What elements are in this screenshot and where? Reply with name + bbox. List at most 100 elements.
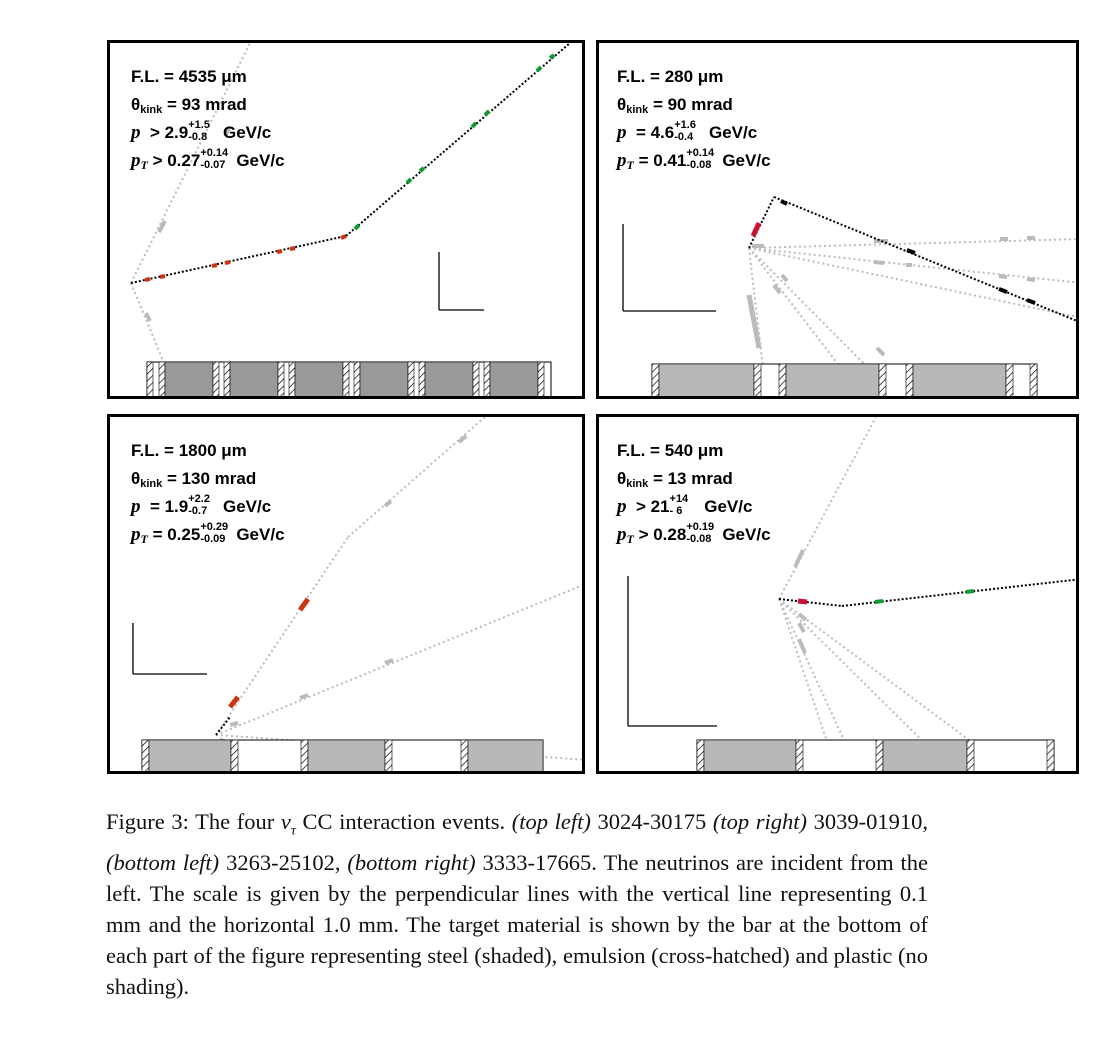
pt-subscript: T [140, 532, 148, 546]
pt-error-down: -0.08 [686, 159, 712, 171]
p-symbol: p [617, 122, 627, 143]
flight-length-label: F.L. = 4535 μm [131, 67, 247, 86]
transverse-momentum-label: pT > 0.27 +0.14 -0.07 GeV/c [131, 147, 285, 175]
pt-error-up: +0.14 [686, 147, 715, 159]
pt-unit: GeV/c [236, 151, 285, 170]
caption-top-left-id: 3024-30175 [590, 809, 713, 834]
momentum-value: = 1.9 [149, 497, 189, 516]
pt-value: > 0.27 [152, 151, 201, 170]
event-display-bottom-right [627, 417, 1076, 771]
pt-subscript: T [140, 158, 148, 172]
panel-top-left: F.L. = 4535 μm θkink = 93 mrad p > 2.9 +1… [107, 40, 585, 399]
kink-angle-label: θkink = 130 mrad [131, 465, 285, 493]
nu-symbol: ν [280, 809, 291, 834]
kink-angle-value: = 130 mrad [162, 469, 257, 488]
theta-subscript: kink [626, 104, 649, 116]
momentum-error-up: +14 [669, 493, 689, 505]
pt-symbol: p [131, 150, 141, 171]
pt-subscript: T [626, 158, 634, 172]
caption-bottom-left: (bottom left) [106, 849, 220, 875]
transverse-momentum-label: pT > 0.28 +0.19 -0.08 GeV/c [617, 521, 771, 549]
event-parameters-top-left: F.L. = 4535 μm θkink = 93 mrad p > 2.9 +1… [131, 63, 285, 175]
pt-unit: GeV/c [722, 525, 771, 544]
theta-symbol: θ [617, 95, 627, 114]
tau-subscript: τ [290, 823, 296, 839]
momentum-error-down: - 6 [669, 505, 683, 517]
p-symbol: p [131, 122, 141, 143]
p-symbol: p [131, 496, 141, 517]
kink-angle-value: = 93 mrad [162, 95, 247, 114]
momentum-value: > 21 [635, 497, 670, 516]
p-symbol: p [617, 496, 627, 517]
momentum-value: > 2.9 [149, 123, 189, 142]
momentum-error-down: -0.8 [188, 131, 208, 143]
pt-symbol: p [617, 150, 627, 171]
event-display-bottom-left [132, 417, 582, 771]
theta-symbol: θ [131, 469, 141, 488]
theta-symbol: θ [617, 469, 627, 488]
pt-errors: +0.29 -0.09 [200, 522, 236, 546]
transverse-momentum-label: pT = 0.25 +0.29 -0.09 GeV/c [131, 521, 285, 549]
caption-top-right-id: 3039-01910, [807, 809, 929, 834]
event-parameters-top-right: F.L. = 280 μm θkink = 90 mrad p = 4.6 +1.… [617, 63, 771, 175]
caption-top-right: (top right) [712, 809, 808, 834]
momentum-errors: +2.2 -0.7 [188, 494, 218, 518]
pt-symbol: p [131, 524, 141, 545]
event-display-top-left [130, 43, 571, 396]
theta-subscript: kink [140, 104, 163, 116]
caption-lead: Figure 3: The four [106, 809, 281, 834]
flight-length-label: F.L. = 540 μm [617, 441, 724, 460]
momentum-errors: +1.5 -0.8 [188, 120, 218, 144]
momentum-error-down: -0.7 [188, 505, 208, 517]
event-parameters-bottom-right: F.L. = 540 μm θkink = 13 mrad p > 21 +14-… [617, 437, 771, 549]
caption-bottom-left-id: 3263-25102, [219, 849, 348, 875]
momentum-error-up: +1.5 [188, 119, 210, 131]
kink-angle-value: = 13 mrad [648, 469, 733, 488]
caption-bottom-right-id: 3333-17665. [475, 849, 597, 875]
momentum-error-down: -0.4 [674, 131, 694, 143]
transverse-momentum-label: pT = 0.41 +0.14 -0.08 GeV/c [617, 147, 771, 175]
figure-caption: Figure 3: The four ντ CC interaction eve… [106, 806, 928, 1002]
pt-errors: +0.19 -0.08 [686, 522, 722, 546]
flight-length-label: F.L. = 280 μm [617, 67, 724, 86]
momentum-error-up: +1.6 [674, 119, 696, 131]
pt-value: > 0.28 [638, 525, 687, 544]
momentum-label: p > 21 +14- 6 GeV/c [617, 493, 771, 521]
pt-error-up: +0.19 [686, 521, 715, 533]
pt-errors: +0.14 -0.07 [200, 148, 236, 172]
theta-subscript: kink [140, 478, 163, 490]
momentum-errors: +1.6 -0.4 [674, 120, 704, 144]
pt-error-down: -0.07 [200, 159, 226, 171]
pt-error-up: +0.29 [200, 521, 229, 533]
kink-angle-label: θkink = 90 mrad [617, 91, 771, 119]
panel-bottom-right: F.L. = 540 μm θkink = 13 mrad p > 21 +14-… [596, 414, 1079, 774]
momentum-unit: GeV/c [708, 123, 758, 142]
momentum-value: = 4.6 [635, 123, 675, 142]
pt-errors: +0.14 -0.08 [686, 148, 722, 172]
momentum-label: p = 1.9 +2.2 -0.7 GeV/c [131, 493, 285, 521]
kink-angle-label: θkink = 13 mrad [617, 465, 771, 493]
momentum-unit: GeV/c [222, 123, 272, 142]
pt-symbol: p [617, 524, 627, 545]
momentum-unit: GeV/c [704, 497, 753, 516]
caption-rest: The neutrinos are incident from the left… [106, 849, 929, 999]
pt-subscript: T [626, 532, 634, 546]
pt-unit: GeV/c [236, 525, 285, 544]
momentum-unit: GeV/c [222, 497, 272, 516]
momentum-error-up: +2.2 [188, 493, 210, 505]
panel-top-right: F.L. = 280 μm θkink = 90 mrad p = 4.6 +1.… [596, 40, 1079, 399]
pt-value: = 0.25 [152, 525, 201, 544]
caption-top-left: (top left) [511, 809, 591, 834]
panel-bottom-left: F.L. = 1800 μm θkink = 130 mrad p = 1.9 +… [107, 414, 585, 774]
pt-unit: GeV/c [722, 151, 771, 170]
theta-subscript: kink [626, 478, 649, 490]
pt-error-up: +0.14 [200, 147, 229, 159]
theta-symbol: θ [131, 95, 141, 114]
event-parameters-bottom-left: F.L. = 1800 μm θkink = 130 mrad p = 1.9 +… [131, 437, 285, 549]
caption-part: CC interaction events. [295, 809, 512, 834]
momentum-errors: +14- 6 [670, 494, 700, 518]
caption-bottom-right: (bottom right) [347, 849, 476, 875]
flight-length-label: F.L. = 1800 μm [131, 441, 247, 460]
event-display-top-right [622, 196, 1076, 396]
momentum-label: p = 4.6 +1.6 -0.4 GeV/c [617, 119, 771, 147]
